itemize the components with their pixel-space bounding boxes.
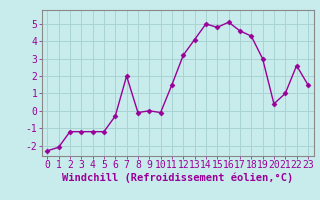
- X-axis label: Windchill (Refroidissement éolien,°C): Windchill (Refroidissement éolien,°C): [62, 173, 293, 183]
